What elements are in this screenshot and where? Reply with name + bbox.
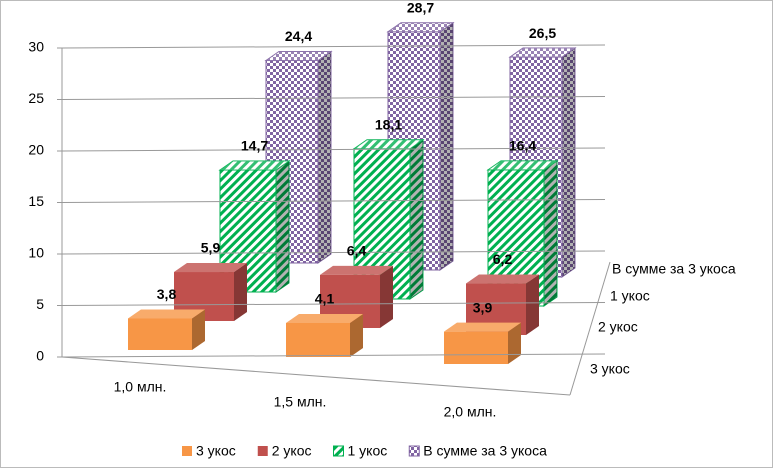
bar-top — [174, 263, 247, 273]
value-label: 6,4 — [347, 243, 367, 259]
x-tick-label: 1,5 млн. — [274, 394, 327, 410]
bar-side-shade — [276, 160, 289, 292]
value-label: 26,5 — [529, 25, 556, 41]
bar-top-shade — [488, 160, 557, 170]
depth-label: В сумме за 3 укоса — [612, 261, 736, 277]
bar — [128, 309, 205, 350]
depth-label: 1 укос — [610, 288, 650, 304]
bar-top — [286, 313, 363, 323]
bar-top — [486, 160, 559, 171]
legend-label: 2 укос — [272, 443, 312, 459]
depth-axis — [569, 261, 611, 396]
bar-top-shade — [220, 160, 289, 170]
floor-edge — [61, 356, 571, 396]
value-label: 6,2 — [493, 251, 513, 267]
bar-side-shade — [380, 265, 393, 328]
legend-swatch — [257, 446, 268, 456]
value-label: 18,1 — [375, 116, 402, 132]
bar-side-shade — [562, 48, 575, 277]
bar-top — [508, 47, 577, 58]
bar-top-shade — [128, 309, 205, 319]
grid-line — [61, 353, 606, 358]
bar — [286, 313, 363, 357]
bar-top-shade — [388, 22, 453, 32]
bar-top — [466, 274, 539, 284]
legend-label: В сумме за 3 укоса — [423, 443, 547, 459]
bar-front — [286, 322, 350, 357]
bar-top-shade — [510, 48, 575, 58]
bar-top-shade — [174, 263, 247, 273]
bar-side — [508, 322, 521, 364]
depth-label: 2 укос — [598, 319, 638, 335]
bar-top — [264, 50, 333, 61]
grid-line — [61, 199, 606, 203]
bar-side — [380, 265, 393, 328]
x-tick-label: 2,0 млн. — [444, 404, 497, 420]
bar-top-shade — [444, 322, 521, 332]
bar-top — [128, 309, 205, 319]
bar — [444, 322, 521, 364]
bar-front — [128, 318, 192, 350]
value-label: 3,9 — [473, 299, 493, 315]
y-tick-label: 10 — [28, 245, 44, 261]
value-label: 4,1 — [315, 291, 335, 307]
bar-side-shade — [508, 322, 521, 364]
bar-top-shade — [266, 51, 331, 61]
grid-line — [61, 44, 606, 49]
bar-front — [444, 331, 508, 364]
bar — [486, 159, 559, 307]
bar-top-shade — [466, 274, 539, 284]
x-tick-label: 1,0 млн. — [114, 379, 167, 395]
bar-side — [526, 274, 539, 335]
bar-top — [218, 160, 291, 171]
legend-swatch — [408, 445, 420, 457]
value-label: 3,8 — [157, 286, 177, 302]
bar — [218, 160, 291, 293]
bar-side-shade — [410, 139, 423, 299]
depth-label: 3 укос — [590, 361, 630, 377]
legend-label: 1 укос — [348, 443, 388, 459]
legend-swatch — [182, 446, 192, 456]
legend-swatch — [333, 445, 344, 457]
bar-side — [192, 309, 205, 350]
y-tick-label: 30 — [28, 39, 44, 55]
bar-side-shade — [192, 309, 205, 350]
legend-label: 3 укос — [196, 443, 236, 459]
value-label: 16,4 — [509, 138, 536, 154]
bar-side-shade — [526, 274, 539, 335]
grid-line — [61, 302, 606, 306]
value-label: 24,4 — [285, 28, 312, 44]
value-label: 5,9 — [201, 240, 221, 256]
bar-side — [234, 263, 247, 321]
y-tick-label: 15 — [28, 193, 44, 209]
bar-top-shade — [320, 265, 393, 275]
y-tick-label: 20 — [28, 142, 44, 158]
y-tick-label: 25 — [28, 90, 44, 106]
bar-top — [386, 22, 455, 33]
y-tick-label: 0 — [36, 348, 44, 364]
bar-side — [350, 313, 363, 357]
bar-side-shade — [544, 160, 557, 306]
value-label: 14,7 — [241, 138, 268, 154]
bar-top — [444, 322, 521, 332]
bar-top-shade — [286, 313, 363, 323]
bar-top-shade — [354, 139, 423, 149]
grid-line — [61, 96, 606, 100]
value-label: 28,7 — [407, 0, 434, 15]
grid-line — [61, 147, 606, 152]
bar-side-shade — [234, 263, 247, 321]
bar-side-shade — [440, 22, 453, 270]
bar-top — [320, 265, 393, 275]
y-tick-label: 5 — [36, 296, 44, 312]
bar-side-shade — [318, 51, 331, 264]
grid-line — [61, 250, 606, 255]
bar-side-shade — [350, 313, 363, 357]
